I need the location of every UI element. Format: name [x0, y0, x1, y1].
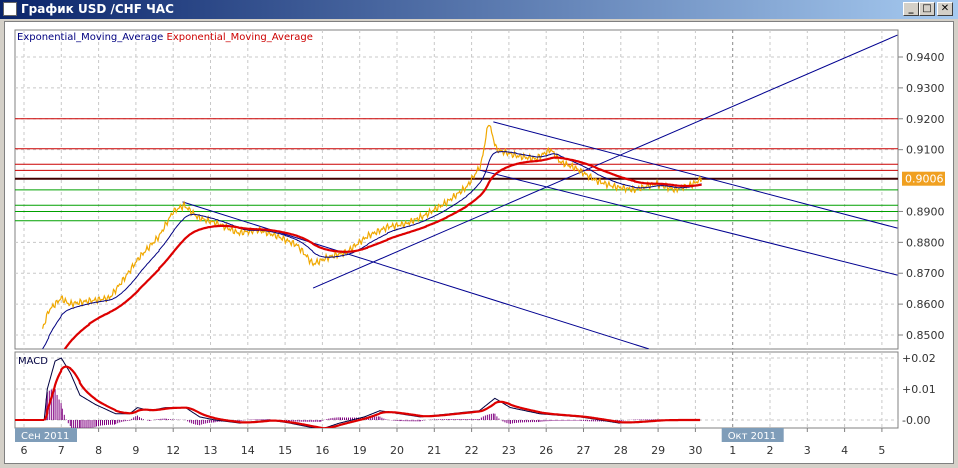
- month-label: Сен 2011: [21, 431, 69, 442]
- x-tick-label: 20: [390, 444, 404, 457]
- x-tick-label: 14: [241, 444, 255, 457]
- y-tick-label: 0.9100: [906, 144, 945, 157]
- current-price-badge: [902, 171, 945, 186]
- x-tick-label: 23: [502, 444, 516, 457]
- y-tick-label: 0.8500: [906, 329, 945, 342]
- x-tick-label: 30: [688, 444, 702, 457]
- y-tick-label: 0.8900: [906, 205, 945, 218]
- x-tick-label: 16: [315, 444, 329, 457]
- trendline: [182, 201, 649, 349]
- current-price-label: 0.9006: [905, 173, 944, 186]
- month-label-box: [721, 428, 784, 442]
- macd-tick-label: +0.02: [902, 352, 936, 365]
- main-plot: [15, 34, 898, 349]
- close-icon: ✕: [940, 3, 950, 14]
- x-tick-label: 4: [841, 444, 848, 457]
- y-tick-label: 0.9400: [906, 51, 945, 64]
- x-tick-label: 1: [729, 444, 736, 457]
- chart-window-icon: [3, 2, 17, 16]
- legend-slow-ema: Exponential_Moving_Average: [166, 32, 313, 43]
- slow-ema-line: [63, 156, 702, 349]
- macd-tick-label: -0.00: [902, 414, 930, 427]
- month-label-box: [15, 428, 77, 442]
- x-tick-label: 12: [166, 444, 180, 457]
- fast-ema-line: [42, 151, 702, 349]
- macd-plot: [15, 357, 701, 428]
- x-tick-label: 29: [651, 444, 665, 457]
- month-label: Окт 2011: [728, 431, 776, 442]
- y-tick-label: 0.9200: [906, 113, 945, 126]
- x-tick-label: 15: [278, 444, 292, 457]
- y-tick-label: 0.8800: [906, 236, 945, 249]
- minimize-icon: _: [908, 3, 914, 14]
- x-tick-label: 7: [58, 444, 65, 457]
- x-tick-label: 22: [465, 444, 479, 457]
- minimize-button[interactable]: _: [903, 2, 919, 16]
- title-bar: График USD /CHF ЧАС _ □ ✕: [0, 0, 958, 19]
- close-button[interactable]: ✕: [937, 2, 953, 16]
- y-tick-label: 0.9300: [906, 82, 945, 95]
- trendline: [312, 34, 898, 289]
- x-tick-label: 6: [21, 444, 28, 457]
- maximize-icon: □: [922, 3, 932, 14]
- x-tick-label: 19: [353, 444, 367, 457]
- price-series: [42, 124, 703, 329]
- legend-fast-ema: Exponential_Moving_Average: [17, 32, 164, 43]
- x-tick-label: 26: [539, 444, 553, 457]
- y-tick-label: 0.8600: [906, 298, 945, 311]
- trendline: [479, 169, 898, 276]
- macd-signal-line: [43, 365, 701, 428]
- macd-panel: [14, 351, 899, 429]
- macd-tick-label: +0.01: [902, 383, 936, 396]
- legend: Exponential_Moving_Average Exponential_M…: [17, 32, 313, 43]
- x-tick-label: 2: [767, 444, 774, 457]
- x-tick-label: 21: [427, 444, 441, 457]
- trendline: [493, 121, 898, 229]
- x-tick-label: 28: [614, 444, 628, 457]
- y-tick-label: 0.8700: [906, 267, 945, 280]
- x-tick-label: 8: [95, 444, 102, 457]
- x-tick-label: 3: [804, 444, 811, 457]
- maximize-button[interactable]: □: [919, 2, 935, 16]
- x-tick-label: 13: [204, 444, 218, 457]
- window-title: График USD /CHF ЧАС: [21, 2, 174, 16]
- x-tick-label: 5: [878, 444, 885, 457]
- x-tick-label: 9: [132, 444, 139, 457]
- macd-label: MACD: [18, 356, 48, 367]
- x-tick-label: 27: [577, 444, 591, 457]
